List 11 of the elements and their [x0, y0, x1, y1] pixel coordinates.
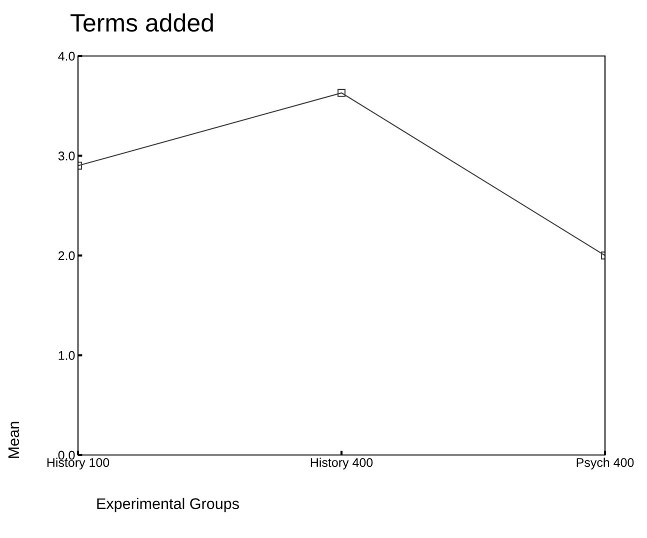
y-tick-label: 4.0 — [58, 52, 75, 61]
x-tick-label: Psych 400 — [576, 458, 634, 470]
y-tick-label: 3.0 — [58, 152, 75, 160]
x-axis-title: Experimental Groups — [97, 498, 239, 512]
chart-title: Terms added — [70, 13, 213, 32]
y-tick-label: 1.0 — [58, 351, 75, 360]
y-tick-label: 0.0 — [58, 450, 75, 460]
x-tick-label: History 100 — [47, 458, 110, 470]
y-axis-title: Mean — [8, 422, 20, 458]
x-tick-label: History 400 — [310, 458, 373, 470]
y-tick-label: 2.0 — [58, 251, 75, 260]
